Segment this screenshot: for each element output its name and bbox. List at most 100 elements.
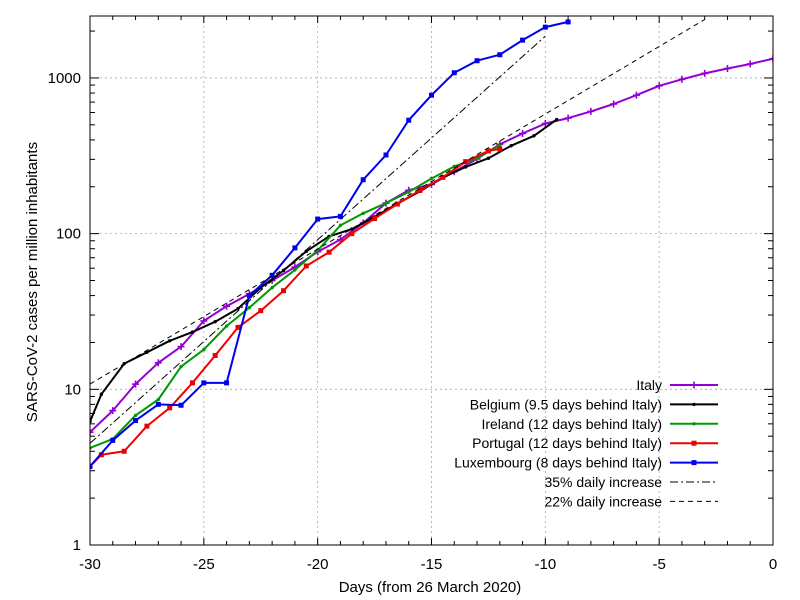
data-point-italy [200, 317, 208, 325]
data-point-luxembourg-8-days-behind-italy [497, 52, 503, 58]
data-point-ireland-12-days-behind-italy [179, 364, 183, 369]
data-point-belgium-9-5-days-behind-italy [486, 156, 491, 160]
data-point-belgium-9-5-days-behind-italy [236, 306, 240, 311]
data-point-portugal-12-days-behind-italy [349, 231, 355, 237]
y-tick-label: 100 [56, 226, 81, 243]
legend-label-ireland-12-days-behind-italy: Ireland (12 days behind Italy) [481, 416, 662, 432]
data-point-belgium-9-5-days-behind-italy [532, 134, 536, 138]
data-point-belgium-9-5-days-behind-italy [190, 330, 195, 334]
data-point-ireland-12-days-behind-italy [293, 268, 297, 272]
series-line-luxembourg-8-days-behind-italy [90, 20, 569, 468]
legend-marker-luxembourg-8-days-behind-italy [691, 460, 697, 466]
data-point-belgium-9-5-days-behind-italy [509, 144, 513, 148]
data-point-portugal-12-days-behind-italy [281, 288, 287, 294]
data-point-portugal-12-days-behind-italy [303, 263, 309, 269]
legend-label-luxembourg-8-days-behind-italy: Luxembourg (8 days behind Italy) [454, 455, 662, 471]
data-point-portugal-12-days-behind-italy [235, 324, 241, 330]
data-point-portugal-12-days-behind-italy [326, 249, 332, 255]
data-point-italy [746, 60, 754, 68]
series-line-22-daily-increase [90, 19, 705, 385]
series-35-daily-increase [90, 35, 546, 444]
data-point-luxembourg-8-days-behind-italy [520, 37, 526, 43]
x-tick-label: -20 [307, 556, 329, 573]
legend-marker-italy [690, 381, 698, 389]
data-point-ireland-12-days-behind-italy [384, 201, 388, 205]
data-point-luxembourg-8-days-behind-italy [224, 380, 230, 386]
data-point-italy [723, 65, 731, 73]
y-tick-label: 1000 [48, 70, 81, 87]
data-point-luxembourg-8-days-behind-italy [406, 117, 412, 123]
data-point-italy [632, 91, 640, 99]
data-point-ireland-12-days-behind-italy [224, 324, 229, 328]
x-tick-label: 0 [769, 556, 777, 573]
data-point-ireland-12-days-behind-italy [247, 305, 252, 310]
data-point-luxembourg-8-days-behind-italy [292, 245, 298, 251]
x-tick-label: -10 [534, 556, 556, 573]
data-point-luxembourg-8-days-behind-italy [269, 272, 275, 278]
data-point-ireland-12-days-behind-italy [156, 397, 160, 402]
legend-label-italy: Italy [636, 377, 662, 393]
legend-marker-portugal-12-days-behind-italy [691, 440, 697, 446]
plot-series [90, 19, 773, 469]
legend-label-35-daily-increase: 35% daily increase [544, 474, 662, 490]
data-point-italy [154, 359, 162, 367]
data-point-ireland-12-days-behind-italy [407, 190, 411, 194]
data-point-ireland-12-days-behind-italy [270, 285, 274, 290]
data-point-luxembourg-8-days-behind-italy [451, 70, 457, 76]
data-point-italy [177, 343, 185, 351]
data-point-italy [109, 407, 117, 415]
legend-label-belgium-9-5-days-behind-italy: Belgium (9.5 days behind Italy) [470, 396, 662, 412]
data-point-ireland-12-days-behind-italy [202, 347, 206, 352]
data-point-belgium-9-5-days-behind-italy [167, 339, 172, 343]
data-point-italy [610, 100, 618, 108]
data-point-luxembourg-8-days-behind-italy [201, 380, 207, 386]
data-point-italy [587, 107, 595, 115]
data-point-luxembourg-8-days-behind-italy [155, 401, 161, 407]
data-point-ireland-12-days-behind-italy [133, 413, 138, 418]
y-axis-label: SARS-CoV-2 cases per million inhabitants [24, 142, 41, 422]
data-point-luxembourg-8-days-behind-italy [133, 418, 139, 424]
data-point-italy [132, 380, 140, 388]
data-point-luxembourg-8-days-behind-italy [542, 24, 548, 30]
data-point-portugal-12-days-behind-italy [167, 405, 173, 411]
data-point-portugal-12-days-behind-italy [212, 352, 218, 358]
data-point-italy [678, 75, 686, 83]
data-point-portugal-12-days-behind-italy [417, 187, 423, 193]
data-point-portugal-12-days-behind-italy [497, 146, 503, 152]
data-point-portugal-12-days-behind-italy [121, 448, 127, 454]
x-tick-label: -30 [79, 556, 101, 573]
data-point-luxembourg-8-days-behind-italy [315, 216, 321, 222]
legend-marker-belgium-9-5-days-behind-italy [692, 402, 696, 407]
series-22-daily-increase [90, 19, 705, 385]
data-point-portugal-12-days-behind-italy [144, 423, 150, 429]
data-point-belgium-9-5-days-behind-italy [555, 117, 559, 122]
data-point-italy [519, 129, 527, 137]
data-point-ireland-12-days-behind-italy [361, 211, 365, 216]
data-point-italy [90, 428, 94, 436]
data-point-italy [223, 302, 231, 310]
data-point-luxembourg-8-days-behind-italy [178, 402, 184, 408]
data-point-italy [564, 114, 572, 122]
data-point-luxembourg-8-days-behind-italy [383, 152, 389, 158]
data-point-portugal-12-days-behind-italy [189, 380, 195, 386]
data-point-portugal-12-days-behind-italy [440, 174, 446, 180]
data-point-portugal-12-days-behind-italy [258, 308, 264, 314]
series-line-belgium-9-5-days-behind-italy [90, 118, 558, 422]
y-tick-label: 1 [73, 537, 81, 554]
data-point-belgium-9-5-days-behind-italy [213, 319, 217, 324]
data-point-belgium-9-5-days-behind-italy [350, 227, 354, 231]
data-point-luxembourg-8-days-behind-italy [360, 177, 366, 183]
data-point-italy [701, 69, 709, 77]
legend-label-22-daily-increase: 22% daily increase [544, 493, 662, 509]
data-point-italy [769, 55, 773, 63]
data-point-luxembourg-8-days-behind-italy [474, 58, 480, 64]
series-line-portugal-12-days-behind-italy [90, 147, 500, 468]
data-point-ireland-12-days-behind-italy [498, 143, 502, 147]
data-point-luxembourg-8-days-behind-italy [565, 19, 571, 25]
data-point-ireland-12-days-behind-italy [429, 176, 434, 181]
x-tick-label: -25 [193, 556, 215, 573]
grid-lines [90, 16, 773, 545]
y-tick-label: 10 [64, 381, 81, 398]
